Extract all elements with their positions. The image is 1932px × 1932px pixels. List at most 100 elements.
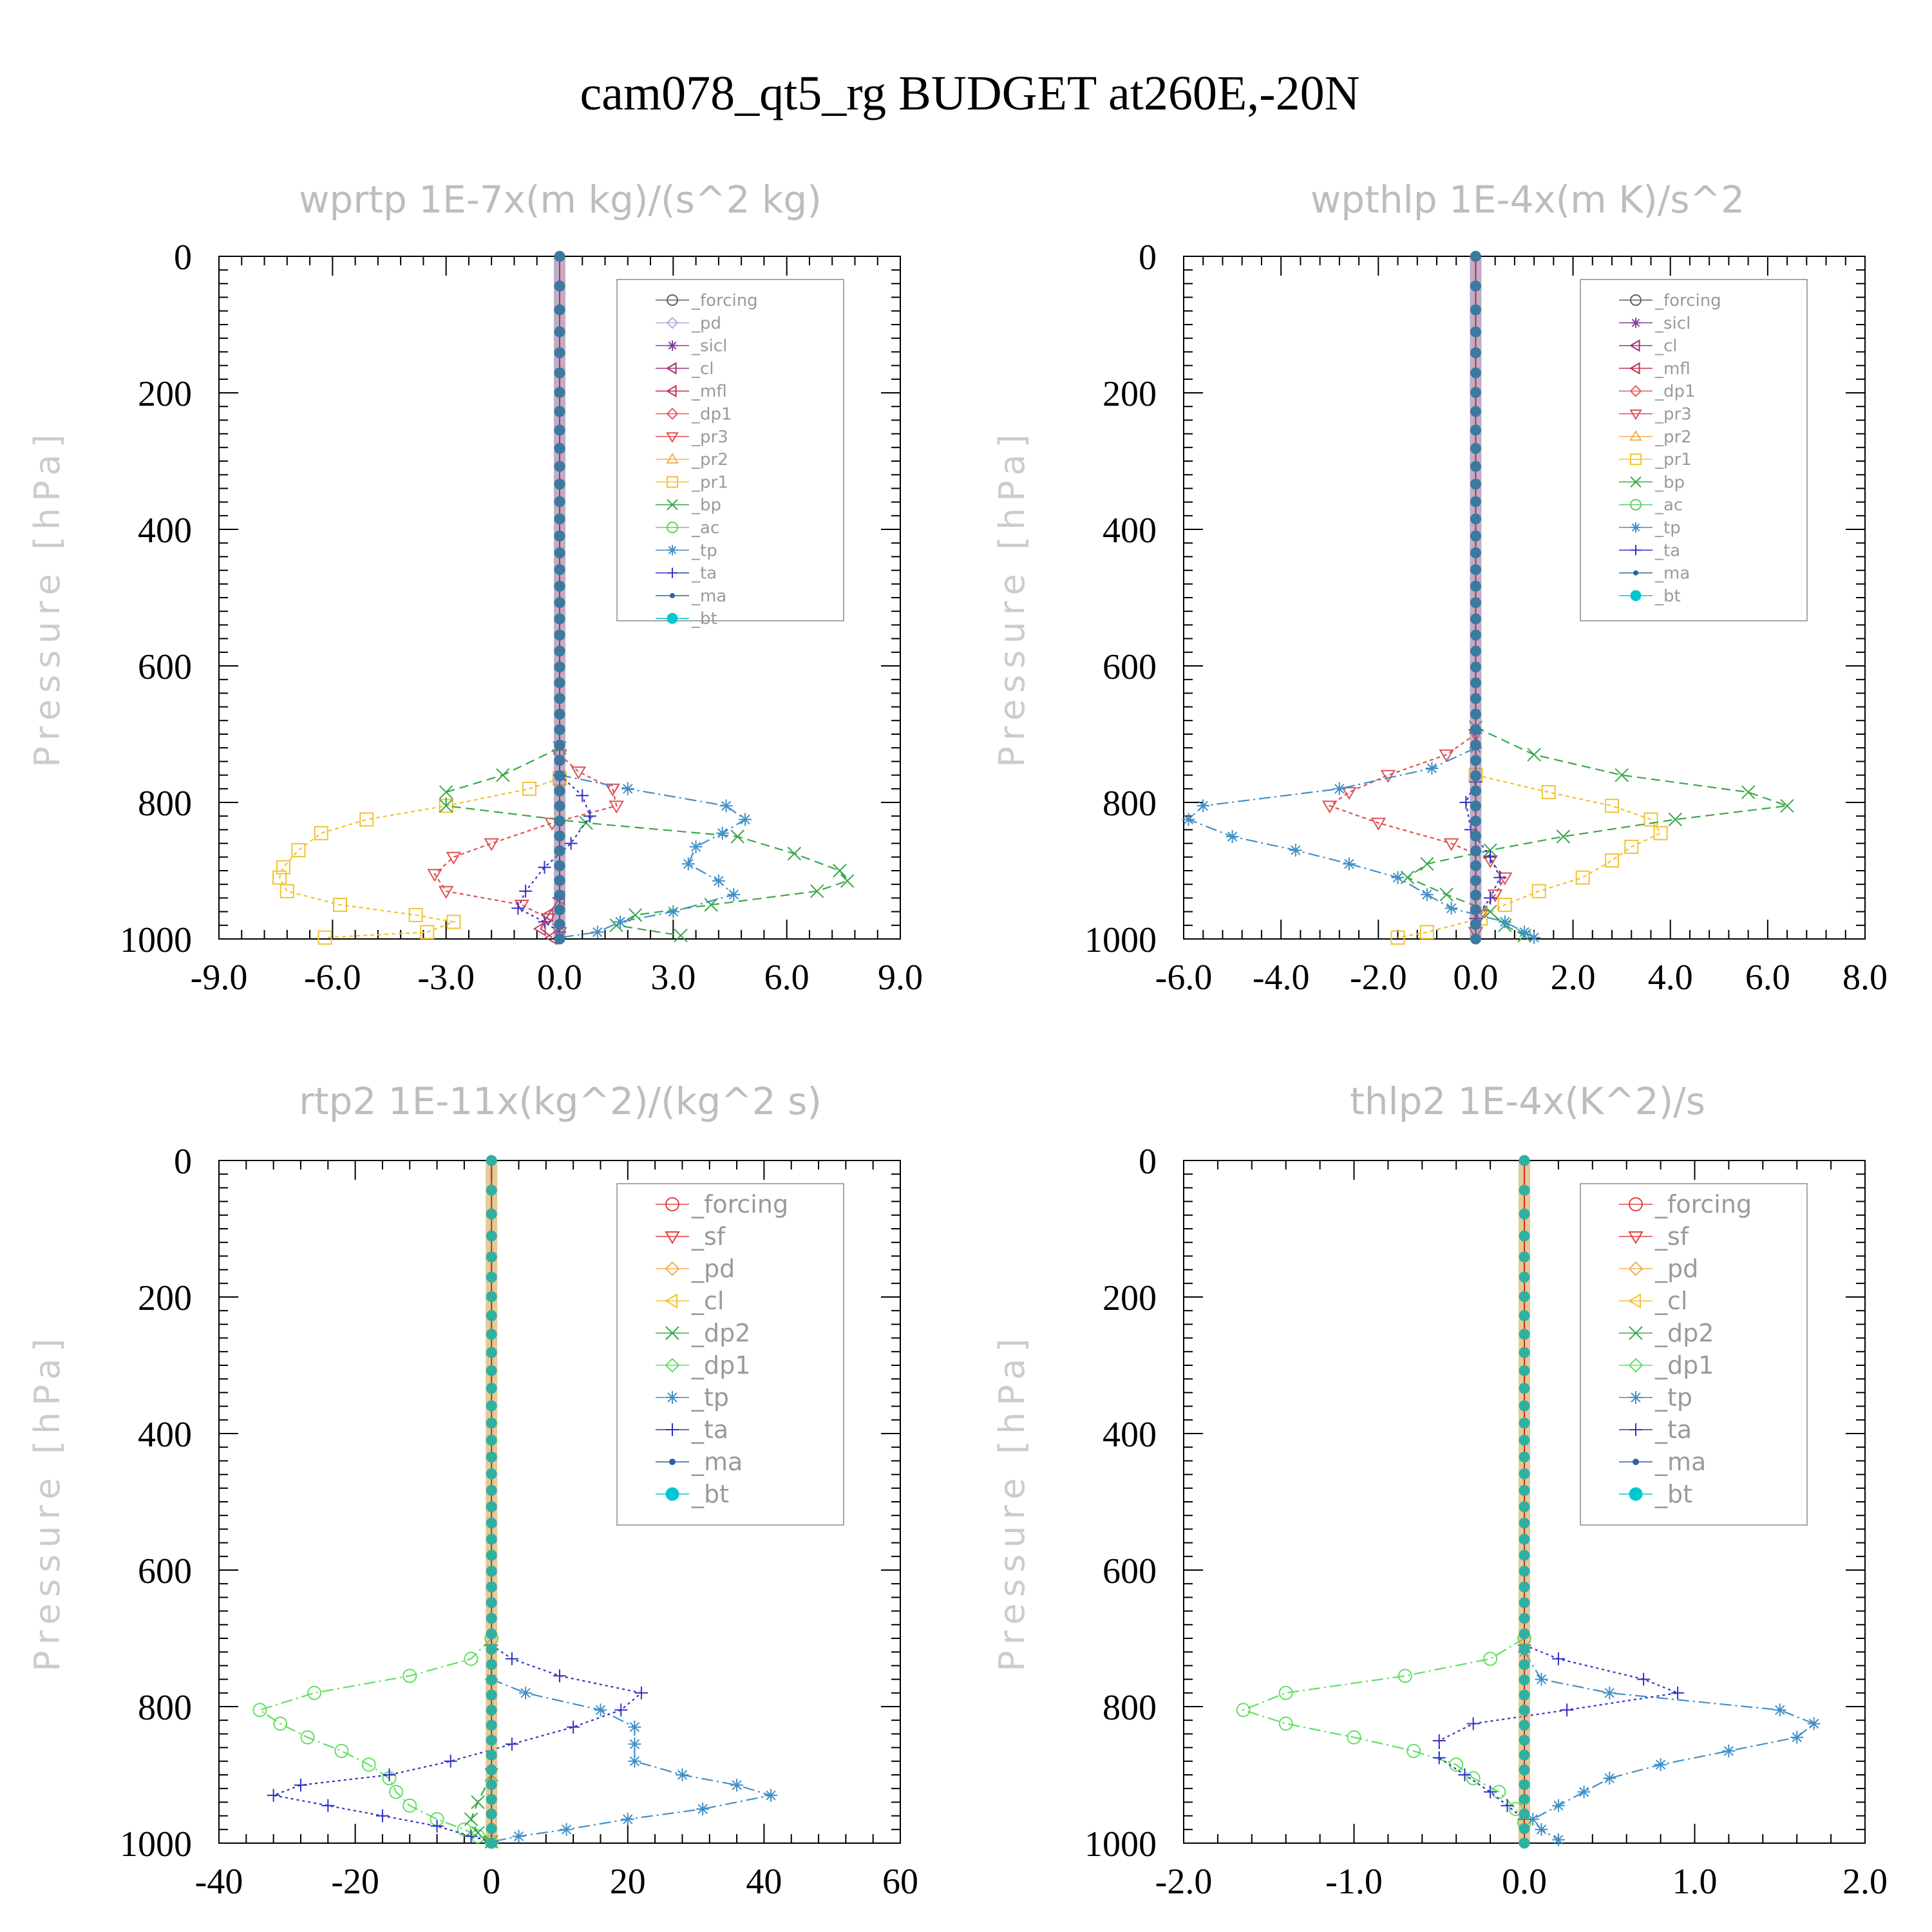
legend-label: _sf: [691, 1222, 726, 1251]
legend-label: _ta: [1654, 1416, 1692, 1444]
data-point: [1391, 871, 1405, 884]
legend-label: _pd: [1654, 1255, 1698, 1283]
data-point: [375, 1809, 389, 1823]
data-point: [1605, 853, 1620, 868]
bt-point: [486, 1452, 497, 1463]
legend-item: _bt: [656, 1480, 729, 1508]
data-point: [1577, 1785, 1591, 1799]
bt-point: [486, 1734, 497, 1746]
bt-point: [1470, 597, 1481, 609]
bt-point: [1470, 904, 1481, 916]
bt-point: [1470, 739, 1481, 751]
data-point: [715, 826, 729, 840]
legend-marker: [667, 612, 678, 624]
data-point: [533, 921, 546, 936]
legend-label: _pr2: [1654, 428, 1692, 447]
y-tick-label: 400: [138, 1415, 192, 1455]
data-point: [359, 812, 374, 827]
legend-label: _mfl: [1654, 359, 1690, 379]
legend-marker: [1629, 1487, 1643, 1501]
legend-marker: [666, 453, 679, 464]
legend-item: _bp: [1619, 473, 1685, 492]
legend-marker: [667, 522, 678, 533]
data-point: [1420, 857, 1434, 871]
bt-point: [1519, 1613, 1530, 1624]
bt-point: [554, 708, 565, 720]
data-point: [567, 1720, 580, 1734]
bt-point: [486, 1674, 497, 1685]
bt-point: [1519, 1674, 1530, 1685]
legend-marker: [665, 1487, 679, 1501]
y-axis-label: Pressure [hPa]: [992, 428, 1032, 767]
bt-point: [1519, 1417, 1530, 1429]
bt-point: [1470, 580, 1481, 592]
legend-label: _bt: [691, 609, 717, 629]
series-line_ta: [270, 1644, 643, 1842]
legend-item: _ta: [1619, 1416, 1692, 1444]
legend-item: _ta: [656, 564, 717, 583]
bt-point: [486, 1400, 497, 1412]
data-point: [1439, 887, 1454, 902]
legend-label: _ac: [691, 518, 719, 538]
series_pr1: [272, 771, 567, 945]
legend-label: _ma: [691, 587, 726, 606]
y-tick-label: 0: [174, 1142, 192, 1182]
bt-point: [1470, 860, 1481, 871]
data-point: [252, 1703, 267, 1718]
bt-point: [1519, 1208, 1530, 1220]
bt-point: [486, 1837, 497, 1849]
legend: _forcing _sf _pd _cl _dp2 _dp1 _tp _ta _ma _bt: [616, 1183, 844, 1526]
panel-title: wpthlp 1E-4x(m K)/s^2: [1311, 178, 1745, 222]
data-point: [317, 930, 332, 945]
legend-item: _ta: [656, 1416, 728, 1444]
data-point: [471, 1826, 485, 1840]
legend-label: _pr3: [1654, 405, 1692, 424]
axis-ticks: [218, 1160, 901, 1844]
bt-point: [486, 1417, 497, 1429]
data-point: [787, 846, 802, 861]
legend-marker: [1630, 294, 1642, 306]
data-point: [1278, 1716, 1293, 1731]
data-point: [511, 902, 525, 915]
legend-item: _tp: [656, 541, 717, 560]
legend-item: _ac: [656, 518, 719, 538]
data-point: [1420, 888, 1434, 902]
x-tick-label: -6.0: [1155, 958, 1213, 998]
bt-point: [1519, 1837, 1530, 1849]
x-tick-label: 0.0: [537, 958, 582, 998]
bt-point: [486, 1749, 497, 1761]
bt-point: [554, 613, 565, 625]
legend-marker: [665, 1326, 679, 1340]
data-point: [1671, 1686, 1685, 1700]
bt-point: [1519, 1581, 1530, 1593]
data-point: [1603, 1772, 1616, 1785]
x-tick-label: -4.0: [1253, 958, 1310, 998]
data-point: [1741, 785, 1756, 799]
legend-marker: [1629, 339, 1640, 352]
bt-point: [1470, 326, 1481, 337]
legend-marker: [1629, 409, 1642, 421]
bt-point: [1470, 386, 1481, 398]
data-point: [1624, 839, 1639, 854]
bt-point: [486, 1581, 497, 1593]
bt-point: [486, 1484, 497, 1496]
data-point: [628, 1720, 641, 1734]
bt-point: [554, 800, 565, 812]
legend-item: _dp1: [656, 1351, 750, 1379]
legend-label: _tp: [1654, 1383, 1692, 1412]
data-point: [634, 1686, 648, 1700]
legend-marker: [667, 340, 677, 351]
data-point: [739, 813, 752, 826]
series_pr3: [427, 749, 624, 940]
y-tick-label: 800: [138, 784, 192, 824]
data-point: [560, 1823, 573, 1836]
legend-label: _ma: [1654, 1448, 1706, 1476]
legend-label: _dp1: [1654, 382, 1696, 401]
x-tick-label: 2.0: [1551, 958, 1596, 998]
x-tick-label: -9.0: [191, 958, 248, 998]
series_tp: [485, 1672, 777, 1848]
data-point: [1668, 812, 1682, 827]
data-point: [439, 799, 453, 813]
legend-marker: [667, 476, 678, 488]
legend-item: _sf: [656, 1222, 726, 1251]
